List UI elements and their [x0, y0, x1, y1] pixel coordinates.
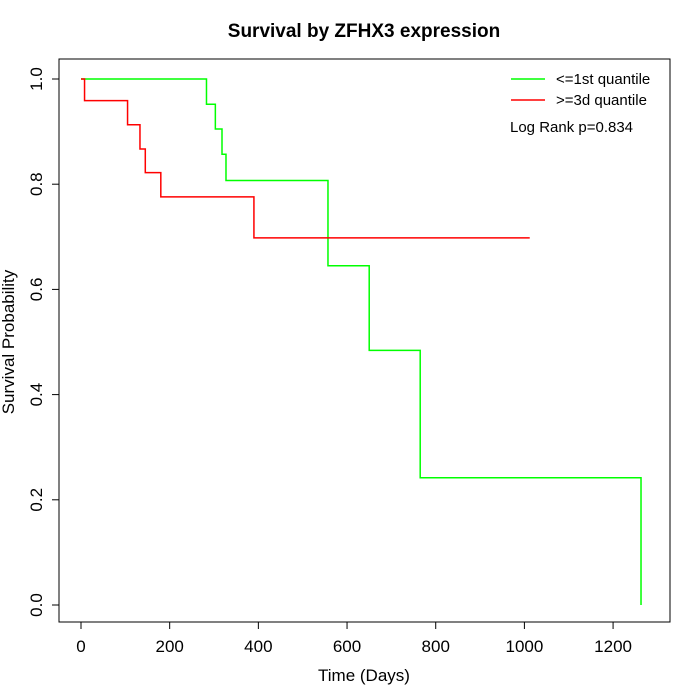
series-line-2 [81, 78, 530, 239]
x-tick-label: 600 [333, 637, 361, 656]
log-rank-annotation: Log Rank p=0.834 [510, 119, 633, 136]
legend: <=1st quantile >=3d quantile [511, 71, 650, 109]
x-tick-label: 800 [422, 637, 450, 656]
y-tick-label: 0.8 [27, 172, 46, 196]
x-tick-label: 400 [244, 637, 272, 656]
y-tick-label: 1.0 [27, 67, 46, 91]
y-tick-label: 0.0 [27, 593, 46, 617]
x-axis-label: Time (Days) [318, 666, 410, 685]
series-layer [81, 78, 642, 605]
x-tick-label: 1000 [505, 637, 543, 656]
legend-label: >=3d quantile [556, 92, 647, 109]
y-tick-label: 0.4 [27, 383, 46, 407]
y-axis: 0.0 0.2 0.4 0.6 0.8 1.0 [27, 67, 60, 617]
x-tick-label: 0 [76, 637, 85, 656]
legend-label: <=1st quantile [556, 71, 650, 88]
y-axis-label: Survival Probability [0, 269, 18, 414]
plot-frame [58, 58, 671, 623]
x-tick-label: 1200 [594, 637, 632, 656]
x-axis: 0 200 400 600 800 1000 1200 [76, 621, 632, 656]
y-tick-label: 0.6 [27, 278, 46, 302]
x-tick-label: 200 [155, 637, 183, 656]
y-tick-label: 0.2 [27, 488, 46, 512]
chart-title: Survival by ZFHX3 expression [228, 21, 500, 42]
series-line-1 [81, 78, 642, 605]
